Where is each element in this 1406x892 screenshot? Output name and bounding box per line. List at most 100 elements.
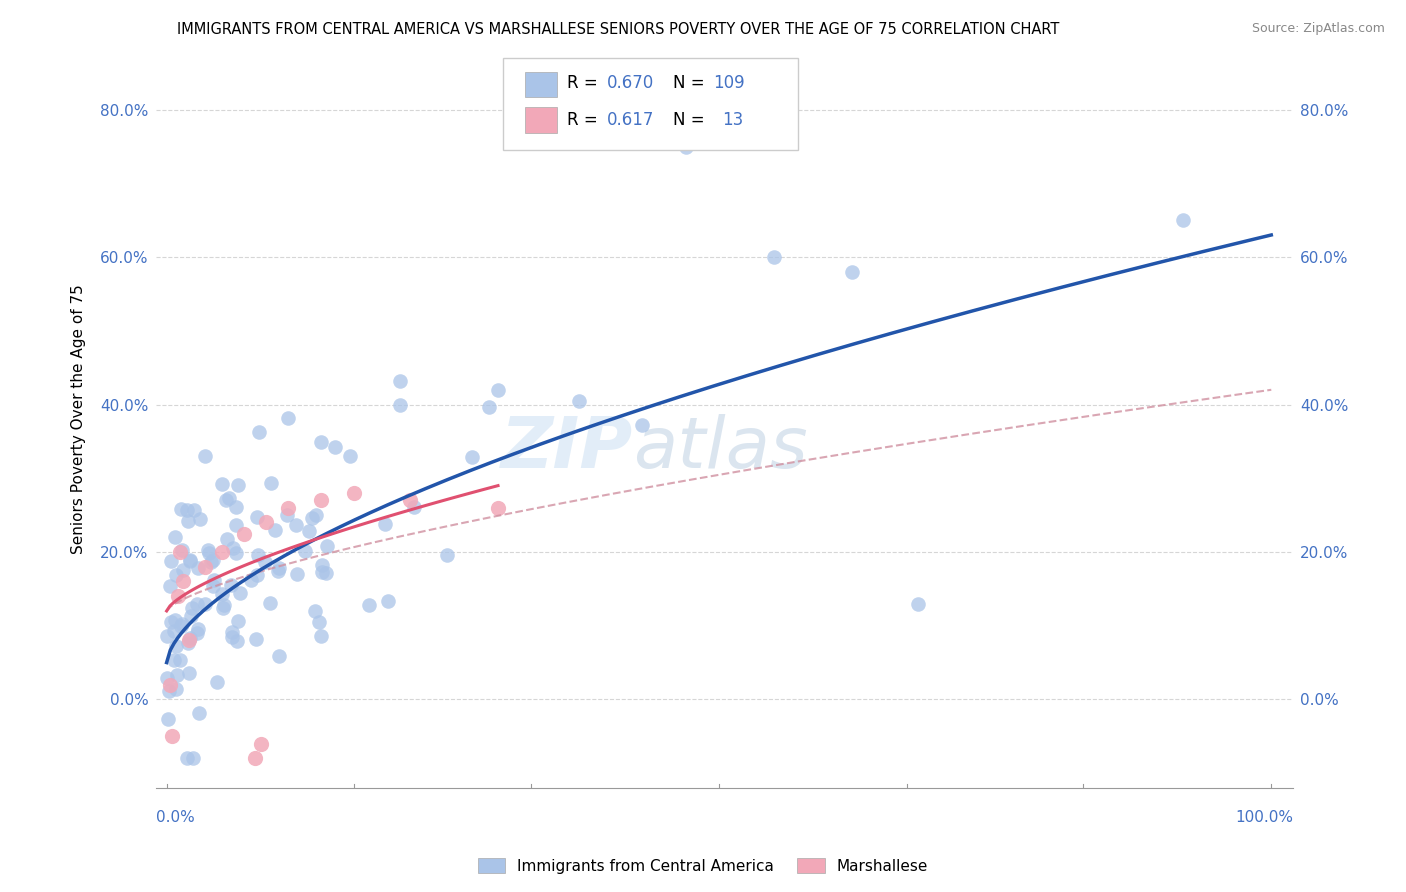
Point bbox=[166, 667, 188, 681]
Point bbox=[179, 554, 201, 568]
Point bbox=[160, 554, 183, 568]
Point bbox=[763, 250, 786, 264]
Point bbox=[186, 626, 208, 640]
Point bbox=[219, 578, 242, 592]
Point bbox=[163, 624, 186, 638]
Point bbox=[247, 425, 270, 439]
Point bbox=[211, 586, 233, 600]
Point bbox=[309, 629, 332, 643]
Point bbox=[343, 486, 366, 500]
Point bbox=[156, 672, 179, 686]
Point bbox=[202, 579, 225, 593]
Point bbox=[226, 633, 249, 648]
Point bbox=[675, 139, 697, 153]
Point bbox=[267, 561, 290, 575]
Point bbox=[187, 706, 209, 720]
Point bbox=[211, 545, 233, 559]
Point bbox=[226, 615, 249, 629]
Point bbox=[176, 514, 198, 528]
Point bbox=[169, 545, 191, 559]
Text: 13: 13 bbox=[723, 111, 744, 129]
Point bbox=[194, 598, 217, 612]
Point bbox=[211, 476, 233, 491]
Legend: Immigrants from Central America, Marshallese: Immigrants from Central America, Marshal… bbox=[471, 852, 935, 880]
Point bbox=[841, 265, 863, 279]
Point bbox=[202, 573, 225, 587]
Point bbox=[254, 516, 277, 530]
Point bbox=[311, 493, 333, 508]
Point bbox=[159, 579, 181, 593]
Point bbox=[389, 398, 412, 412]
Point bbox=[180, 609, 202, 624]
Point bbox=[166, 639, 188, 653]
Point bbox=[263, 523, 285, 537]
Text: atlas: atlas bbox=[634, 414, 808, 483]
Point bbox=[277, 500, 299, 515]
Point bbox=[907, 597, 929, 611]
Point bbox=[225, 518, 247, 533]
Point bbox=[269, 648, 291, 663]
Point bbox=[245, 632, 267, 647]
Point bbox=[315, 566, 337, 581]
Point bbox=[218, 491, 240, 506]
Point bbox=[294, 544, 316, 558]
Point bbox=[1171, 213, 1194, 227]
Point bbox=[221, 625, 243, 640]
Point bbox=[170, 502, 193, 516]
Point bbox=[187, 622, 209, 636]
Point bbox=[169, 653, 191, 667]
Point bbox=[374, 516, 396, 531]
Point bbox=[260, 475, 283, 490]
Point bbox=[377, 594, 399, 608]
Point bbox=[177, 633, 200, 648]
Text: N =: N = bbox=[673, 74, 710, 92]
Point bbox=[172, 574, 194, 589]
Text: Source: ZipAtlas.com: Source: ZipAtlas.com bbox=[1251, 22, 1385, 36]
Point bbox=[398, 493, 420, 508]
Point bbox=[170, 619, 193, 633]
Point bbox=[277, 410, 299, 425]
Point bbox=[221, 630, 243, 644]
Text: N =: N = bbox=[673, 111, 716, 129]
Point bbox=[165, 567, 187, 582]
Text: 0.0%: 0.0% bbox=[156, 810, 194, 825]
Point bbox=[259, 596, 281, 610]
Point bbox=[197, 546, 219, 560]
Point bbox=[215, 532, 238, 546]
Point bbox=[165, 682, 187, 697]
Point bbox=[176, 503, 198, 517]
Point bbox=[460, 450, 482, 465]
Text: 0.617: 0.617 bbox=[607, 111, 655, 129]
Text: R =: R = bbox=[568, 74, 603, 92]
Point bbox=[304, 604, 326, 618]
Point bbox=[215, 492, 238, 507]
FancyBboxPatch shape bbox=[526, 72, 557, 97]
Point bbox=[436, 549, 458, 563]
Point bbox=[233, 526, 256, 541]
Point bbox=[172, 563, 194, 577]
Point bbox=[181, 601, 204, 615]
Point bbox=[165, 613, 187, 627]
Point bbox=[211, 601, 233, 615]
Point bbox=[301, 511, 323, 525]
Point bbox=[194, 449, 217, 463]
Point bbox=[159, 678, 181, 692]
Point bbox=[172, 617, 194, 632]
Point bbox=[179, 632, 201, 646]
Point bbox=[165, 530, 187, 544]
Point bbox=[243, 751, 266, 765]
Point bbox=[226, 478, 249, 492]
Point bbox=[285, 567, 308, 582]
Point bbox=[311, 565, 333, 579]
Y-axis label: Seniors Poverty Over the Age of 75: Seniors Poverty Over the Age of 75 bbox=[72, 285, 86, 554]
Point bbox=[160, 615, 183, 630]
Point bbox=[478, 401, 501, 415]
Point bbox=[267, 564, 290, 578]
Point bbox=[402, 500, 425, 514]
Point bbox=[239, 574, 262, 588]
Point bbox=[159, 683, 181, 698]
Point bbox=[247, 548, 270, 562]
Point bbox=[179, 553, 201, 567]
Point bbox=[166, 589, 188, 603]
Point bbox=[249, 737, 271, 751]
